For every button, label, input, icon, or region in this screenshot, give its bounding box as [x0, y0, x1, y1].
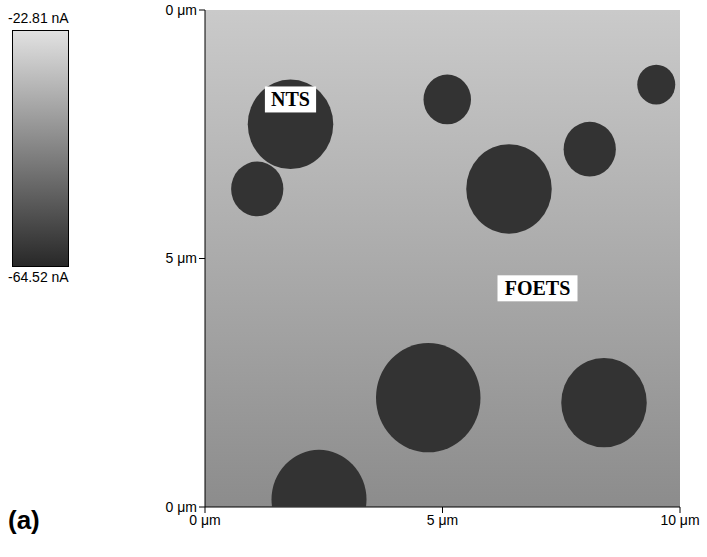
svg-text:NTS: NTS: [271, 88, 310, 110]
svg-text:0 μm: 0 μm: [166, 499, 197, 515]
svg-text:10 μm: 10 μm: [660, 512, 699, 528]
html-text:-64.52 nA: -64.52 nA: [8, 269, 69, 285]
html-text:(a): (a): [8, 505, 40, 535]
svg-text:FOETS: FOETS: [505, 277, 571, 299]
svg-text:0 μm: 0 μm: [166, 2, 197, 18]
svg-text:5 μm: 5 μm: [166, 250, 197, 266]
svg-text:5 μm: 5 μm: [427, 512, 458, 528]
html-text:-22.81 nA: -22.81 nA: [8, 10, 69, 26]
svg-text:0 μm: 0 μm: [189, 511, 221, 528]
